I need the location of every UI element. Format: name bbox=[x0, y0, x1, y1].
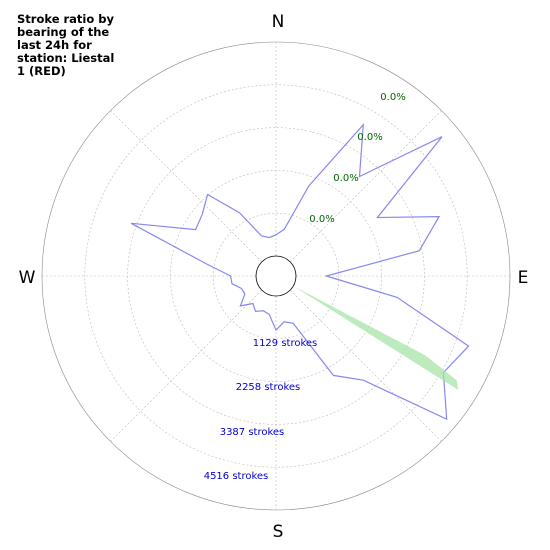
grid-spoke-315 bbox=[110, 110, 277, 277]
grid-spoke-135 bbox=[275, 275, 442, 442]
grid-ring-1 bbox=[212, 212, 340, 340]
direction-label-s: S bbox=[273, 522, 284, 542]
stroke-ring-label: 3387 strokes bbox=[220, 427, 285, 438]
label-layer: N E S W 1129 strokes 2258 strokes 3387 strokes… bbox=[19, 12, 529, 542]
center-hole bbox=[255, 255, 297, 297]
grid-layer bbox=[41, 41, 511, 511]
grid-ring-4 bbox=[84, 84, 468, 468]
grid-spoke-225 bbox=[110, 275, 277, 442]
stroke-ring-label: 1129 strokes bbox=[253, 338, 318, 349]
stroke-ring-label: 2258 strokes bbox=[236, 382, 301, 393]
series-wedge-ratio bbox=[293, 286, 459, 390]
ratio-ring-label: 0.0% bbox=[357, 132, 382, 143]
ratio-ring-label: 0.0% bbox=[309, 214, 334, 225]
ratio-ring-label: 0.0% bbox=[380, 92, 405, 103]
grid-spoke-45 bbox=[275, 110, 442, 277]
series-line-strokes bbox=[130, 122, 470, 421]
direction-label-n: N bbox=[272, 12, 285, 32]
stroke-ring-label: 4516 strokes bbox=[204, 471, 269, 482]
direction-label-e: E bbox=[518, 268, 529, 288]
chart-title: Stroke ratio by bearing of the last 24h … bbox=[17, 12, 115, 78]
ratio-ring-label: 0.0% bbox=[333, 173, 358, 184]
direction-label-w: W bbox=[19, 268, 36, 288]
series-layer bbox=[130, 122, 470, 421]
